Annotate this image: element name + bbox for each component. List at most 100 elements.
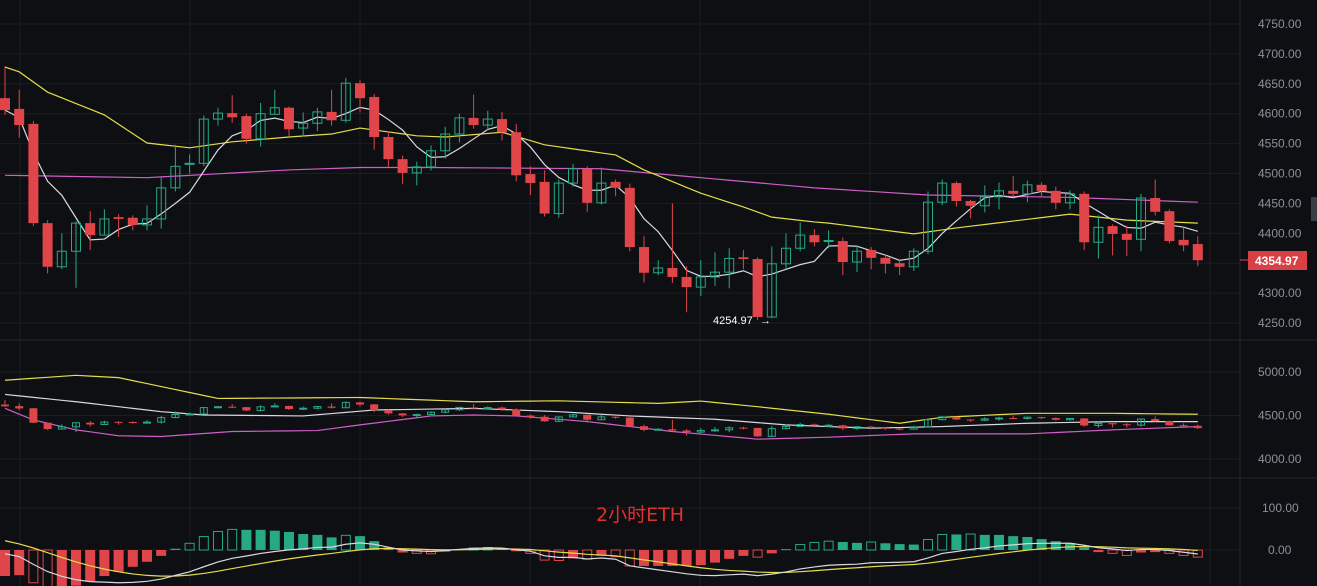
candle-body — [241, 116, 252, 139]
last-price-tag: 4354.97 — [1240, 251, 1307, 270]
macd-histogram-bar — [142, 550, 152, 562]
candle — [1107, 224, 1118, 256]
candle-body — [228, 406, 237, 408]
macd-histogram-bar — [837, 542, 848, 550]
candle-body — [583, 414, 592, 420]
candle-body — [1150, 198, 1161, 212]
candle-body — [1079, 193, 1090, 243]
candle — [1093, 215, 1104, 259]
candle-body — [752, 259, 763, 318]
candle-body — [1022, 184, 1033, 195]
candle-body — [227, 113, 238, 118]
candle-body — [738, 257, 749, 260]
candle-body — [441, 409, 450, 413]
candle — [539, 170, 550, 217]
mini-candle — [100, 420, 109, 425]
candle-body — [299, 407, 308, 410]
candle-body — [739, 427, 748, 429]
candle-body — [455, 406, 464, 411]
candle-body — [1165, 420, 1174, 426]
candle — [1065, 190, 1075, 210]
candle — [383, 131, 394, 168]
macd-histogram-bar — [866, 541, 877, 551]
macd-histogram-bar — [965, 533, 976, 551]
axis-collapse-handle[interactable] — [1311, 197, 1317, 221]
candle-body — [100, 421, 109, 425]
mini-candle — [370, 403, 379, 413]
candle — [127, 215, 138, 231]
candle-body — [127, 217, 138, 225]
price-axis[interactable]: 4750.00 4700.00 4650.00 4600.00 4550.00 4500.… — [1258, 17, 1302, 557]
candle-body — [596, 182, 607, 204]
macd-histogram-bar — [71, 550, 81, 586]
candle-body — [56, 250, 67, 268]
candle — [979, 185, 990, 213]
candle-body — [823, 239, 834, 242]
candle-body — [356, 402, 364, 405]
mini-candle — [228, 404, 237, 409]
mini-candle — [1023, 416, 1032, 420]
candle-body — [880, 257, 891, 264]
macd-histogram-bar — [568, 550, 578, 559]
candle-body — [909, 426, 918, 430]
macd-histogram-bar — [227, 528, 238, 551]
mini-candle — [952, 416, 961, 421]
candle — [568, 163, 578, 187]
macd-histogram-bar — [1079, 547, 1090, 550]
ma-mid-line — [4, 66, 1198, 235]
mini-candle — [427, 411, 435, 416]
candle-body — [952, 416, 961, 420]
candle-body — [980, 418, 989, 421]
candle — [695, 260, 706, 297]
candle-body — [895, 428, 904, 430]
candle-body — [809, 235, 820, 243]
candle — [880, 254, 891, 274]
mini-candle — [512, 408, 521, 417]
mini-candle — [242, 406, 251, 412]
macd-histogram-bar — [880, 543, 891, 550]
candle — [468, 94, 479, 129]
mini-candle — [327, 403, 336, 409]
macd-dea-line — [4, 540, 1198, 577]
macd-histogram-bar — [156, 550, 167, 556]
mini-candle — [1137, 418, 1145, 427]
candle-body — [184, 162, 195, 165]
mini-candle — [15, 403, 24, 411]
candle-body — [1008, 190, 1019, 194]
candle-body — [852, 250, 862, 263]
candle-body — [313, 406, 322, 409]
candle-body — [370, 404, 379, 411]
candle — [582, 166, 593, 212]
candle-body — [298, 122, 309, 129]
macd-histogram-bar — [326, 537, 337, 550]
candle-body — [1179, 425, 1188, 427]
mini-candle — [171, 411, 180, 419]
mini-candle — [796, 422, 805, 427]
last-price-value: 4354.97 — [1255, 254, 1299, 268]
candle — [241, 113, 252, 144]
candle-body — [766, 263, 777, 318]
candle-body — [99, 218, 110, 236]
candle-body — [881, 427, 890, 429]
candle-body — [1080, 418, 1089, 426]
mini-candle — [696, 428, 705, 434]
macd-histogram-bar — [411, 549, 422, 554]
candle-body — [1136, 197, 1146, 240]
macd-histogram-bar — [255, 529, 266, 550]
candle — [369, 93, 380, 150]
macd-histogram-bar — [99, 550, 110, 577]
candle-body — [938, 416, 947, 421]
watermark-label: 2小时ETH — [596, 504, 684, 526]
candle — [795, 222, 806, 252]
candle — [326, 89, 337, 126]
candle-body — [1036, 184, 1047, 191]
candle-body — [796, 423, 805, 427]
macd-histogram-bar — [1036, 539, 1047, 550]
candle-body — [610, 181, 621, 188]
mini-candle — [1165, 420, 1174, 426]
candle — [411, 161, 422, 186]
candle-body — [1, 404, 9, 407]
mini-candle — [256, 405, 265, 412]
candle-body — [269, 107, 280, 115]
